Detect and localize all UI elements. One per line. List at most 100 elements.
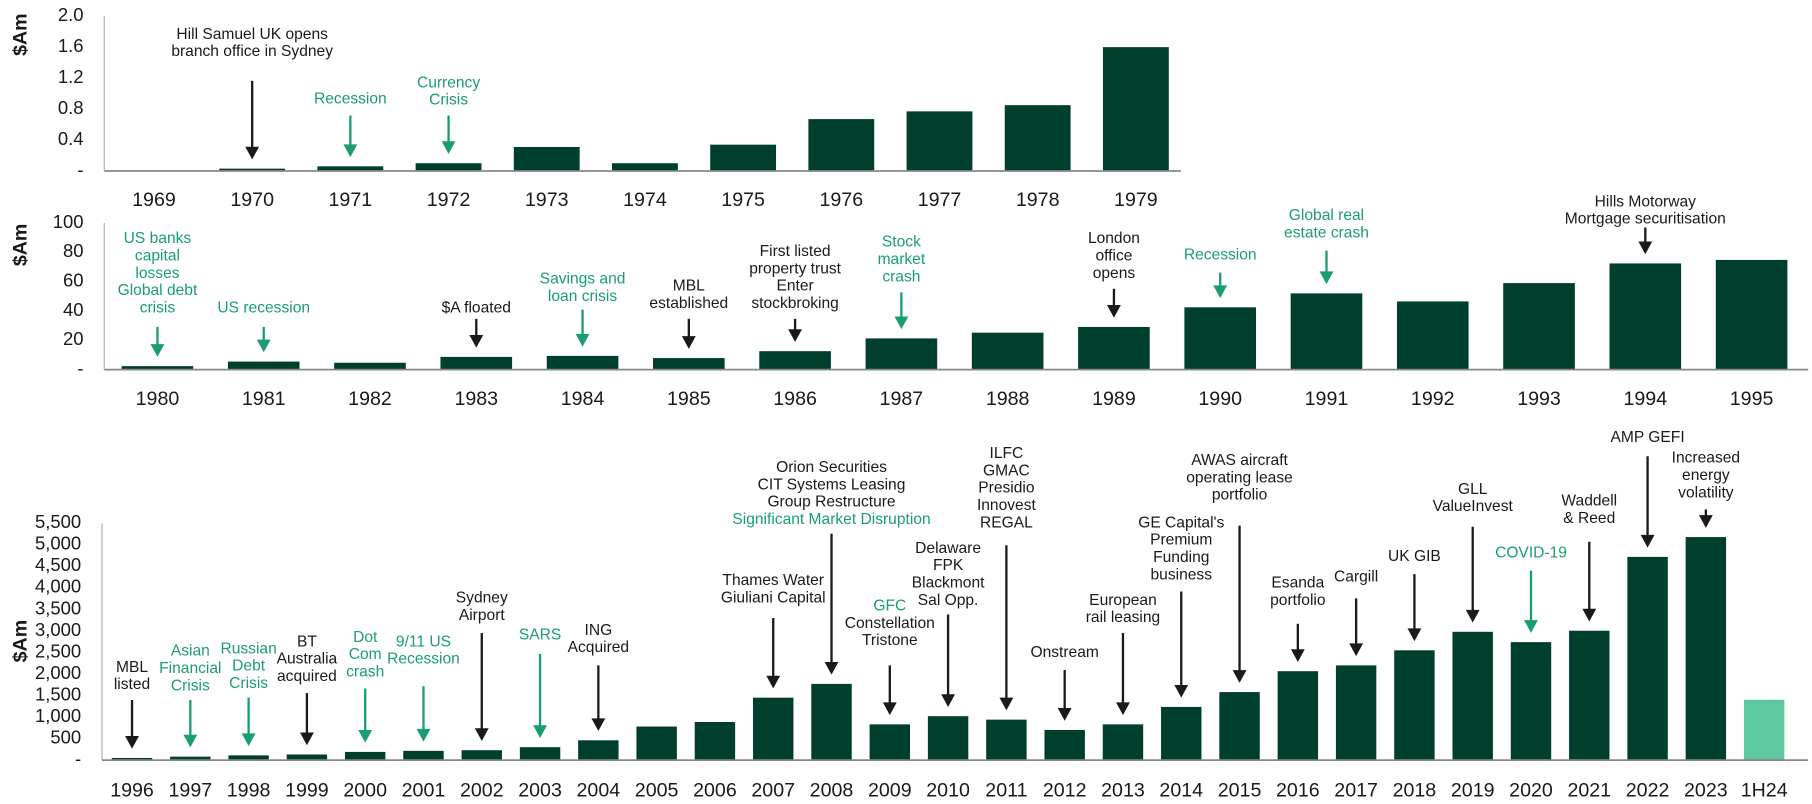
y-tick-label: 0.8 bbox=[58, 97, 84, 118]
annotation-text: BT bbox=[297, 633, 317, 650]
annotation-text: Waddell bbox=[1561, 492, 1617, 509]
arrow-head bbox=[343, 144, 358, 158]
y-tick-label: 40 bbox=[63, 299, 84, 320]
annotation-text: COVID-19 bbox=[1495, 544, 1567, 561]
annotation-text: estate crash bbox=[1284, 224, 1369, 241]
x-tick-label: 1990 bbox=[1198, 388, 1242, 410]
annotation-text: Crisis bbox=[429, 92, 468, 109]
x-tick-label: 2015 bbox=[1218, 779, 1262, 801]
x-tick-label: 1995 bbox=[1730, 388, 1774, 410]
bar bbox=[865, 338, 938, 370]
annotation-text: Presidio bbox=[978, 480, 1035, 497]
annotation-text: Australia bbox=[277, 651, 338, 668]
annotation-text: GLL bbox=[1458, 481, 1488, 498]
arrow-head bbox=[299, 732, 314, 746]
annotation-text: Savings and bbox=[540, 271, 626, 288]
x-tick-label: 1999 bbox=[285, 779, 329, 801]
bar bbox=[403, 750, 444, 761]
bar bbox=[710, 144, 777, 171]
x-tick-label: 2000 bbox=[343, 779, 387, 801]
arrow-head bbox=[681, 336, 696, 349]
annotation-text: Innovest bbox=[977, 497, 1037, 514]
annotation-text: energy bbox=[1682, 467, 1730, 484]
y-tick-label: - bbox=[77, 358, 83, 379]
annotation-text: capital bbox=[135, 248, 180, 265]
x-tick-label: 1971 bbox=[329, 189, 373, 211]
annotation-text: office bbox=[1095, 248, 1132, 265]
annotation-text: Tristone bbox=[862, 632, 918, 649]
annotation-text: US banks bbox=[124, 230, 192, 247]
x-tick-label: 1998 bbox=[227, 779, 271, 801]
arrow-head bbox=[416, 728, 431, 742]
x-tick-label: 2012 bbox=[1043, 779, 1087, 801]
annotation-text: business bbox=[1151, 566, 1213, 583]
annotation-text: Airport bbox=[459, 607, 506, 624]
arrow-head bbox=[1349, 643, 1364, 657]
bar bbox=[1004, 105, 1071, 171]
annotation-text: Funding bbox=[1153, 549, 1209, 566]
annotation-text: Delaware bbox=[915, 540, 981, 557]
x-tick-label: 1992 bbox=[1411, 388, 1455, 410]
x-tick-label: 1988 bbox=[986, 388, 1030, 410]
annotation-text: AWAS aircraft bbox=[1191, 452, 1288, 469]
x-tick-label: 1979 bbox=[1114, 189, 1158, 211]
annotation-text: Mortgage securitisation bbox=[1565, 211, 1726, 228]
annotation-text: $A floated bbox=[442, 300, 511, 317]
annotation-text: crash bbox=[882, 268, 920, 285]
x-tick-label: 2004 bbox=[577, 779, 621, 801]
bar bbox=[546, 355, 619, 370]
x-tick-label: 1976 bbox=[819, 189, 863, 211]
bar bbox=[170, 756, 211, 761]
annotation-text: crash bbox=[346, 663, 384, 680]
bar bbox=[227, 361, 300, 370]
annotation-text: & Reed bbox=[1563, 510, 1615, 527]
x-tick-label: 2002 bbox=[460, 779, 504, 801]
arrow-head bbox=[766, 675, 781, 689]
annotation-text: Blackmont bbox=[912, 574, 985, 591]
annotation-text: MBL bbox=[673, 278, 705, 295]
bar bbox=[344, 751, 386, 761]
bar bbox=[1569, 630, 1610, 761]
annotation-text: loan crisis bbox=[548, 288, 617, 305]
x-tick-label: 1974 bbox=[623, 189, 667, 211]
annotation-text: Giuliani Capital bbox=[721, 590, 826, 607]
arrow-head bbox=[575, 333, 590, 347]
bar bbox=[513, 146, 580, 171]
annotation-text: AMP GEFI bbox=[1610, 429, 1684, 446]
x-tick-label: 2011 bbox=[985, 779, 1027, 801]
y-tick-label: 1.6 bbox=[58, 35, 84, 56]
y-tick-label: 4,000 bbox=[35, 576, 81, 597]
arrow-head bbox=[894, 316, 909, 330]
x-tick-label: 2005 bbox=[635, 779, 679, 801]
bar bbox=[1394, 650, 1435, 761]
y-axis-label: $Am bbox=[9, 224, 31, 267]
x-tick-label: 2003 bbox=[518, 779, 562, 801]
annotation-text: CIT Systems Leasing bbox=[758, 476, 906, 493]
x-tick-label: 1972 bbox=[427, 189, 471, 211]
annotation-text: Hills Motorway bbox=[1595, 193, 1696, 210]
arrow-head bbox=[1319, 271, 1334, 285]
bar bbox=[1277, 671, 1319, 761]
y-tick-label: 2.0 bbox=[58, 4, 84, 25]
bar bbox=[1078, 326, 1150, 370]
annotation-text: GFC bbox=[873, 598, 906, 615]
y-tick-label: 100 bbox=[53, 211, 84, 232]
annotation-text: portfolio bbox=[1212, 487, 1268, 504]
bar bbox=[440, 356, 513, 370]
x-tick-label: 1987 bbox=[880, 388, 924, 410]
annotation-text: London bbox=[1088, 230, 1140, 247]
arrow-head bbox=[469, 334, 484, 348]
x-tick-label: 2016 bbox=[1276, 779, 1320, 801]
x-tick-label: 2018 bbox=[1393, 779, 1437, 801]
y-tick-label: 5,000 bbox=[35, 533, 81, 554]
bar bbox=[986, 719, 1027, 761]
bar bbox=[612, 163, 678, 171]
arrow-head bbox=[1524, 620, 1538, 633]
annotation-text: Significant Market Disruption bbox=[732, 511, 930, 528]
annotation-text: Orion Securities bbox=[776, 459, 887, 476]
x-tick-label: 2010 bbox=[926, 779, 970, 801]
annotation-text: losses bbox=[135, 265, 179, 282]
bar bbox=[1290, 293, 1363, 370]
bar bbox=[228, 755, 269, 761]
